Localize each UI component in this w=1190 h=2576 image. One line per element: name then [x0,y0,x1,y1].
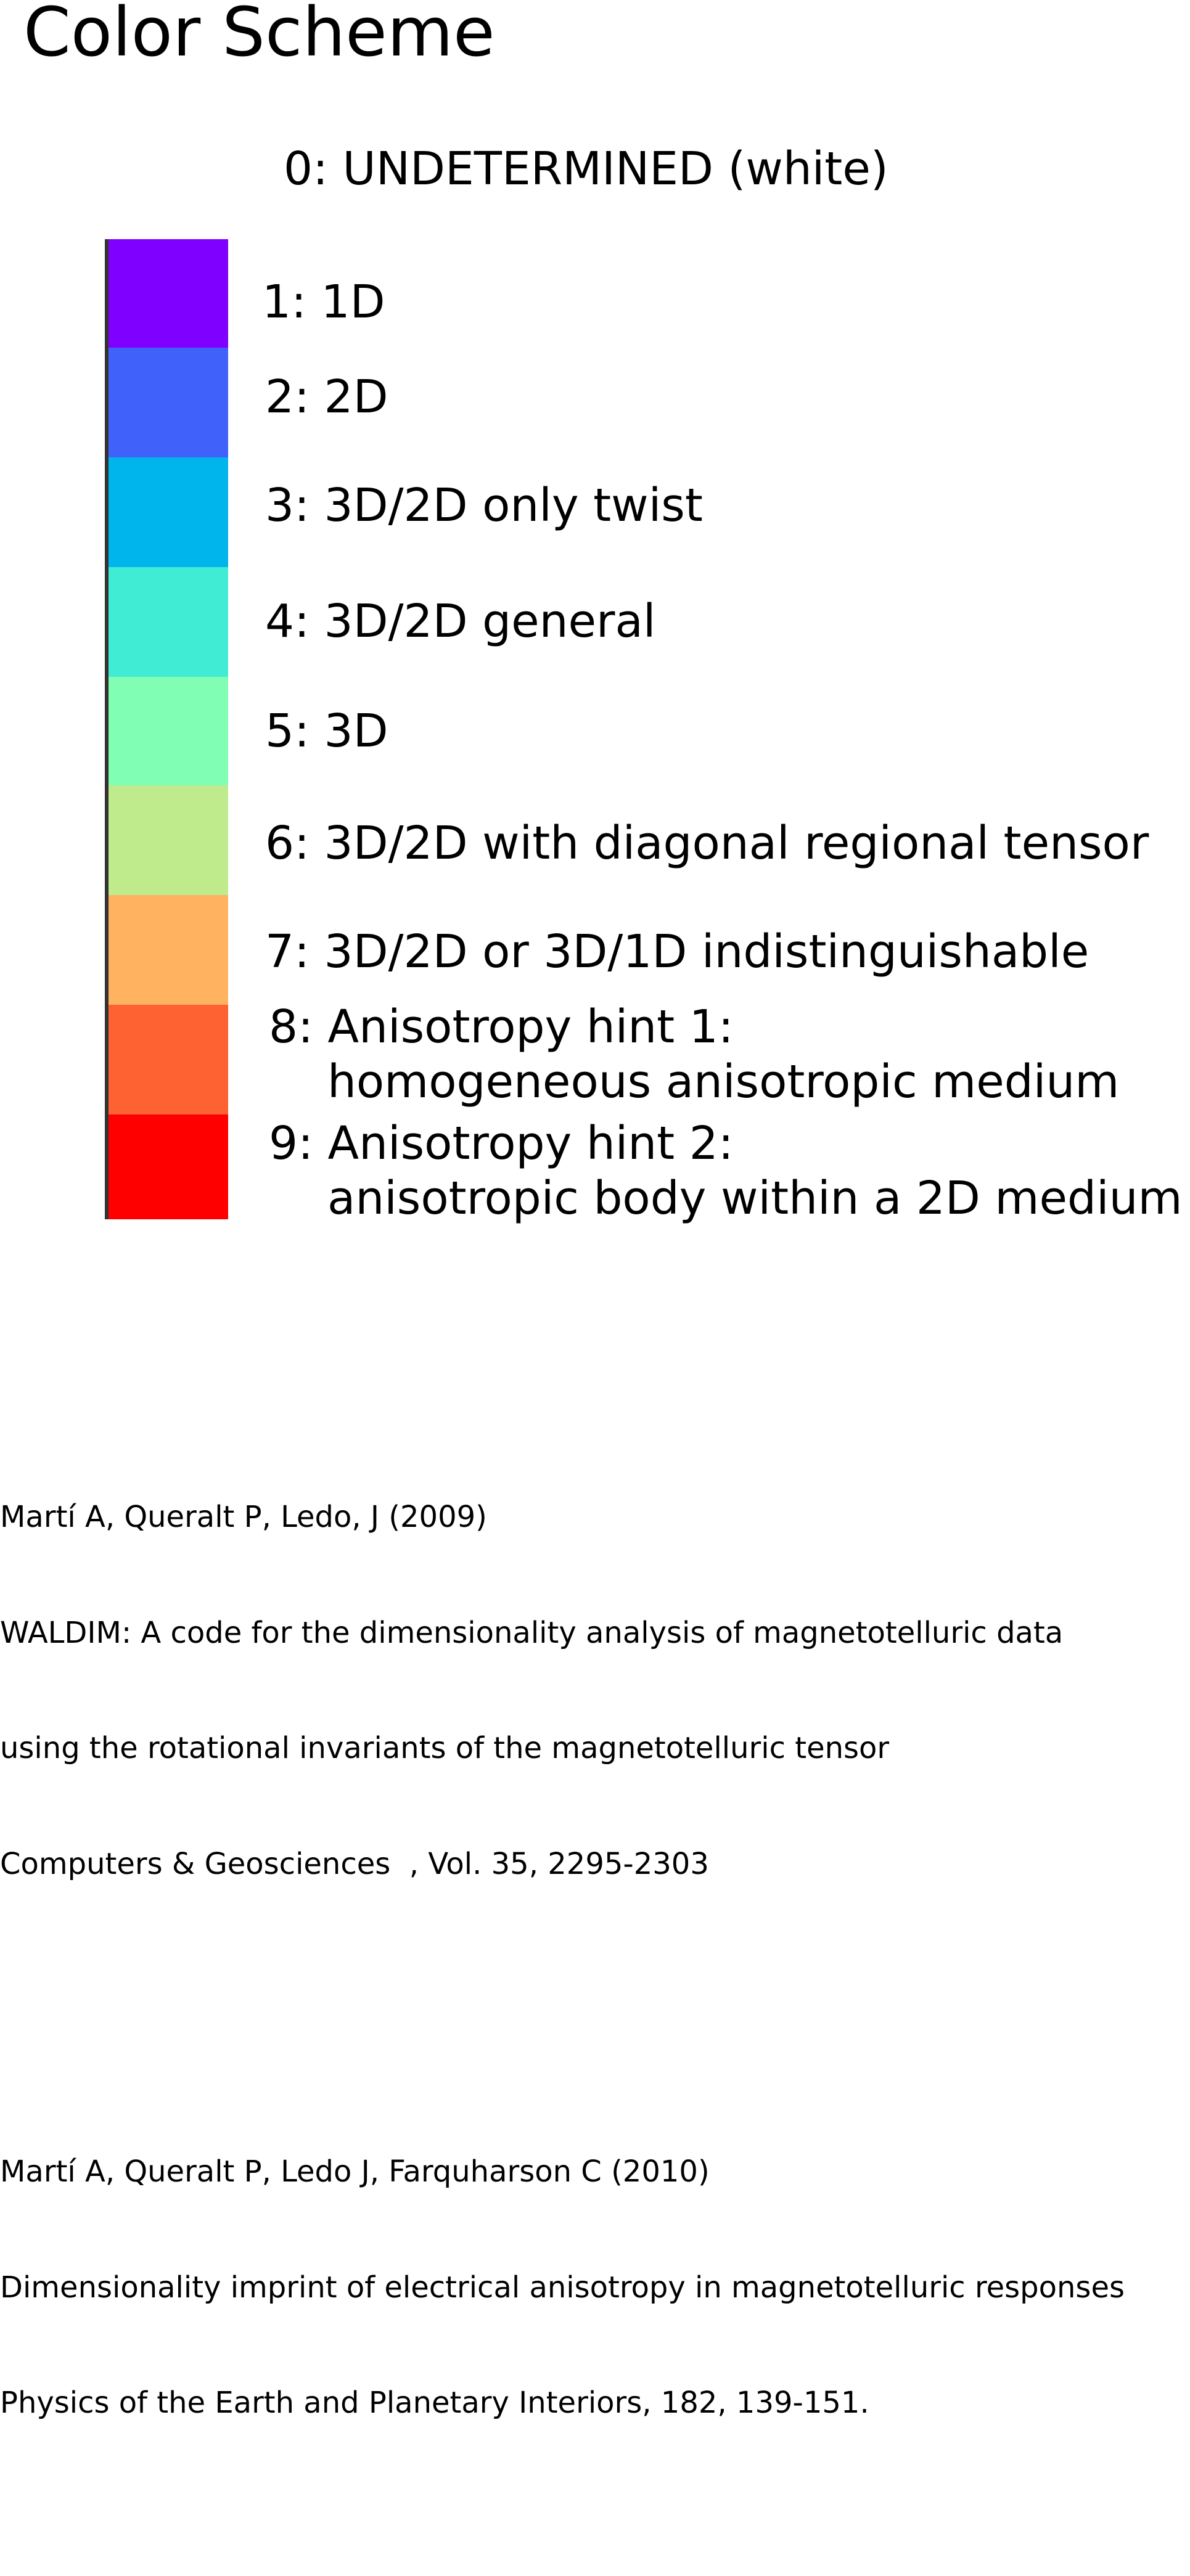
page-title: Color Scheme [23,0,495,72]
category-label-text: 3: 3D/2D only twist [265,479,703,532]
category-label-text: 7: 3D/2D or 3D/1D indistinguishable [265,925,1089,978]
references: Martí A, Queralt P, Ledo, J (2009) WALDI… [0,1344,1125,2576]
swatch-3d-2d-diagonal [109,785,228,895]
category-label-text: 8: Anisotropy hint 1: [269,1000,734,1053]
reference-line: WALDIM: A code for the dimensionality an… [0,1615,1064,1650]
category-label-text: 2: 2D [265,370,388,423]
swatch-indistinguishable [109,895,228,1005]
category-label-2d: 2: 2D [265,370,388,425]
category-label-anisotropy-hint-2: 9: Anisotropy hint 2: anisotropic body w… [269,1116,1183,1226]
category-label-anisotropy-hint-1: 8: Anisotropy hint 1: homogeneous anisot… [269,1000,1119,1110]
reference-line: using the rotational invariants of the m… [0,1731,890,1765]
category-label-3d-2d-general: 4: 3D/2D general [265,594,655,649]
swatch-2d [109,348,228,457]
category-label-1d: 1: 1D [262,275,385,330]
category-label-text: 1: 1D [262,276,385,329]
category-label-text: 5: 3D [265,705,388,758]
category-label-text: 4: 3D/2D general [265,595,656,648]
category-label-3d: 5: 3D [265,704,388,759]
category-label-text: 9: Anisotropy hint 2: [269,1117,734,1170]
swatch-3d [109,677,228,785]
color-bar [105,239,228,1219]
reference-1: Martí A, Queralt P, Ledo, J (2009) WALDI… [0,1421,1125,1960]
reference-line: Dimensionality imprint of electrical ani… [0,2270,1125,2305]
reference-line: Martí A, Queralt P, Ledo J, Farquharson … [0,2154,710,2189]
reference-line: Martí A, Queralt P, Ledo, J (2009) [0,1500,487,1534]
swatch-anisotropy-hint-1 [109,1005,228,1114]
swatch-3d-2d-general [109,567,228,677]
swatch-3d-2d-only-twist [109,457,228,567]
undetermined-label: 0: UNDETERMINED (white) [284,142,888,195]
category-label-line2: anisotropic body within a 2D medium [327,1171,1183,1225]
category-label-3d-2d-diagonal: 6: 3D/2D with diagonal regional tensor [265,816,1149,871]
reference-line: Computers & Geosciences , Vol. 35, 2295-… [0,1846,709,1881]
category-label-text: 6: 3D/2D with diagonal regional tensor [265,817,1149,870]
category-label-line2: homogeneous anisotropic medium [327,1055,1120,1108]
category-label-indistinguishable: 7: 3D/2D or 3D/1D indistinguishable [265,925,1089,979]
reference-2: Martí A, Queralt P, Ledo J, Farquharson … [0,2075,1125,2500]
reference-line: Physics of the Earth and Planetary Inter… [0,2386,869,2420]
swatch-anisotropy-hint-2 [109,1114,228,1219]
swatch-1d [109,239,228,348]
category-label-3d-2d-only-twist: 3: 3D/2D only twist [265,478,703,533]
